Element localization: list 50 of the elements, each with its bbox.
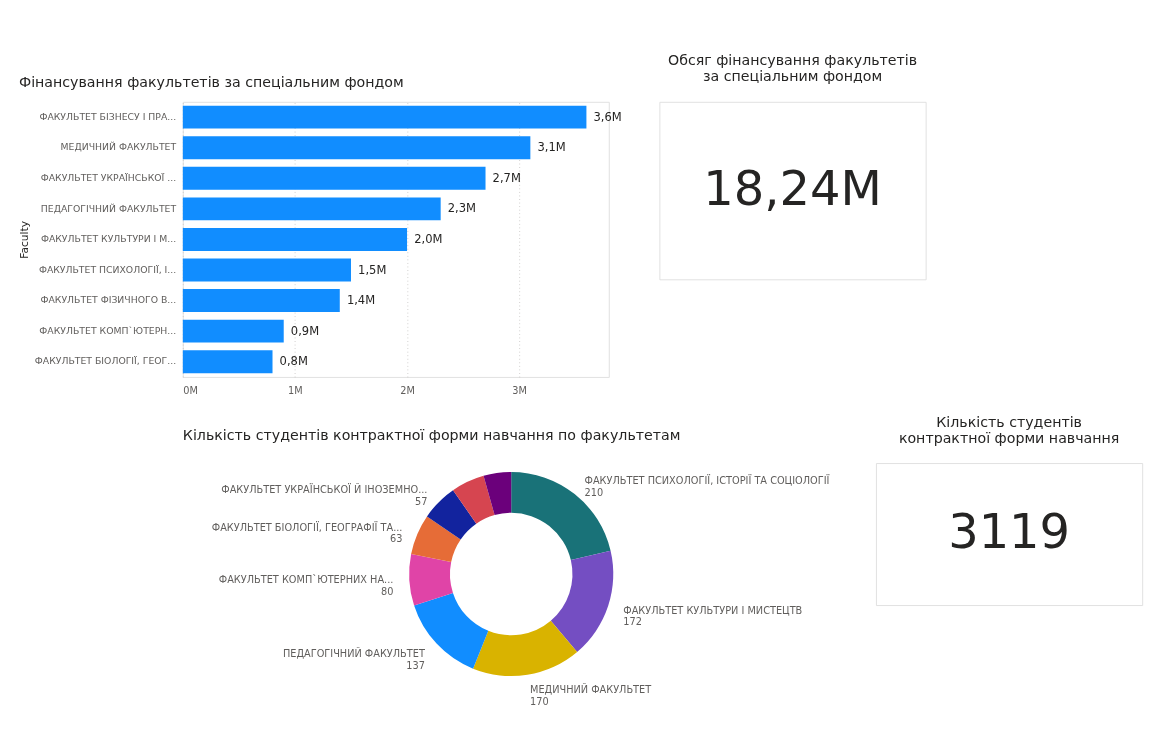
- y-tick-label: ФАКУЛЬТЕТ ПСИХОЛОГІЇ, І...: [38, 263, 177, 275]
- y-tick-label: ФАКУЛЬТЕТ КУЛЬТУРИ І М...: [40, 233, 177, 245]
- y-tick-label: ПЕДАГОГІЧНИЙ ФАКУЛЬТЕТ: [40, 202, 177, 214]
- data-label: 57: [415, 496, 428, 508]
- data-label: 2,3M: [447, 201, 477, 216]
- y-tick-label: ФАКУЛЬТЕТ ФІЗИЧНОГО В...: [40, 294, 177, 306]
- text: 3119: [948, 504, 1071, 560]
- donut-slice: [411, 516, 461, 562]
- data-label: 0,9M: [290, 323, 320, 338]
- donut-slice: [409, 553, 453, 606]
- data-label: 1,4M: [346, 293, 376, 308]
- text: Обсяг фінансування факультетів за спеціальним фондом: [667, 52, 918, 85]
- slice-label: ФАКУЛЬТЕТ КУЛЬТУРИ І МИСТЕЦТВ: [623, 604, 803, 616]
- y-tick-label: ФАКУЛЬТЕТ БІОЛОГІЇ, ГЕОГ...: [34, 355, 177, 367]
- slice-label: МЕДИЧНИЙ ФАКУЛЬТЕТ: [529, 683, 652, 696]
- chart-title: Фінансування факультетів за спеціальним фондом: [18, 73, 404, 90]
- slice-label: ФАКУЛЬТЕТ КОМП`ЮТЕРНИХ НА...: [218, 574, 394, 586]
- donut-slice: [473, 620, 578, 677]
- data-label: 80: [380, 586, 394, 598]
- data-label: 0,8M: [279, 354, 308, 369]
- slice-label: ФАКУЛЬТЕТ БІОЛОГІЇ, ГЕОГРАФІЇ ТА...: [211, 520, 403, 533]
- chart-title: Кількість студентів контрактної форми навчання по факультетам: [182, 427, 681, 444]
- data-label: 2,7M: [492, 170, 521, 185]
- x-tick-label: 2M: [400, 385, 415, 397]
- slice-label: ФАКУЛЬТЕТ ПСИХОЛОГІЇ, ІСТОРІЇ ТА СОЦІОЛОГІЇ: [584, 474, 830, 487]
- y-tick-label: МЕДИЧНИЙ ФАКУЛЬТЕТ: [60, 141, 177, 153]
- y-axis-title: Faculty: [18, 221, 32, 259]
- y-tick-label: ФАКУЛЬТЕТ КОМП`ЮТЕРН...: [39, 324, 177, 336]
- x-tick-label: 0M: [183, 385, 198, 397]
- x-tick-label: 1M: [288, 385, 303, 397]
- text: 18,24M: [703, 160, 882, 216]
- data-label: 3,1M: [537, 140, 566, 155]
- data-label: 137: [406, 659, 425, 671]
- data-label: 210: [584, 486, 604, 498]
- data-label: 1,5M: [358, 262, 387, 277]
- y-tick-label: ФАКУЛЬТЕТ УКРАЇНСЬКОЇ ...: [40, 171, 177, 183]
- data-label: 170: [529, 695, 549, 707]
- data-label: 3,6M: [593, 109, 622, 124]
- text: Кількість студентів контрактної форми навчання: [898, 413, 1120, 446]
- donut-slice: [453, 475, 495, 524]
- y-tick-label: ФАКУЛЬТЕТ БІЗНЕСУ І ПРА...: [39, 110, 177, 122]
- donut-slice: [550, 550, 614, 652]
- slice-label: ФАКУЛЬТЕТ УКРАЇНСЬКОЇ Й ІНОЗЕМНО...: [221, 483, 428, 496]
- donut-slice: [426, 490, 477, 540]
- donut-slice: [483, 471, 512, 516]
- data-label: 63: [390, 533, 403, 545]
- data-label: 172: [623, 616, 642, 628]
- data-label: 2,0M: [414, 231, 443, 246]
- x-tick-label: 3M: [512, 385, 527, 397]
- slice-label: ПЕДАГОГІЧНИЙ ФАКУЛЬТЕТ: [282, 647, 425, 660]
